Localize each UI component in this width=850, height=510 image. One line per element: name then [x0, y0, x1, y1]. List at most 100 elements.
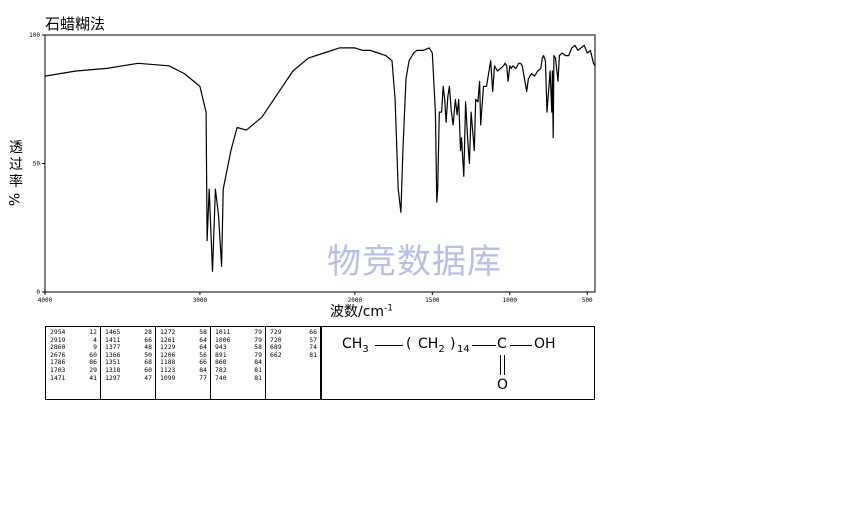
- peak-row: 1377 48: [105, 344, 152, 352]
- x-tick-label: 3000: [193, 297, 208, 304]
- peak-table-column: 1011 79 1006 79 943 58 891 79 860 84 782 81 740 81: [211, 327, 266, 399]
- peak-row: 1261 64: [160, 335, 207, 345]
- peak-transmittance: 60: [144, 365, 152, 374]
- y-tick-label: 50: [33, 161, 41, 168]
- peak-wavenumber: 1351: [105, 358, 121, 367]
- peak-wavenumber: 1786: [50, 358, 66, 367]
- peak-table-column: 1272 58 1261 64 1229 64 1206 56 1188 66 1123 84 1099…: [156, 327, 211, 399]
- peak-transmittance: 79: [254, 335, 262, 344]
- peak-transmittance: 81: [254, 365, 262, 374]
- peak-transmittance: 66: [309, 328, 317, 336]
- peak-row: 1351 68: [105, 359, 152, 367]
- x-tick-label: 500: [582, 297, 593, 304]
- peak-row: 1411 66: [105, 335, 152, 345]
- structure-formula: CH3 ( CH2 ) 14 C OH O: [321, 326, 595, 400]
- peak-wavenumber: 1471: [50, 373, 66, 382]
- peak-transmittance: 29: [89, 365, 97, 374]
- peak-row: 1786 86: [50, 359, 97, 367]
- peak-row: 689 74: [270, 344, 317, 352]
- watermark: 物竞数据库: [327, 242, 502, 282]
- peak-wavenumber: 2676: [50, 350, 66, 359]
- peak-row: 1011 79: [215, 328, 262, 337]
- peak-table-column: 2954 12 2919 4 2860 9 2676 60 1786 86 1703 29 1471 41: [46, 327, 101, 399]
- peak-wavenumber: 2919: [50, 335, 66, 344]
- peak-wavenumber: 1206: [160, 350, 176, 359]
- peak-row: 1099 77: [160, 373, 207, 383]
- peak-row: 891 79: [215, 350, 262, 360]
- peak-transmittance: 48: [144, 343, 152, 352]
- plot-frame: [44, 34, 596, 293]
- peak-wavenumber: 729: [270, 328, 282, 336]
- peak-transmittance: 77: [199, 373, 207, 382]
- peak-wavenumber: 1411: [105, 335, 121, 344]
- peak-transmittance: 66: [144, 335, 152, 344]
- peak-row: 720 57: [270, 335, 317, 345]
- peak-transmittance: 84: [199, 365, 207, 374]
- peak-row: 2860 9: [50, 344, 97, 352]
- y-axis-label-char: 率: [9, 174, 23, 190]
- peak-wavenumber: 740: [215, 373, 227, 382]
- peak-wavenumber: 1006: [215, 335, 231, 344]
- peak-transmittance: 58: [254, 343, 262, 352]
- peak-wavenumber: 1318: [105, 365, 121, 374]
- peak-row: 782 81: [215, 365, 262, 375]
- peak-transmittance: 64: [199, 335, 207, 344]
- y-axis-label-char: 过: [9, 157, 23, 173]
- peak-transmittance: 41: [89, 373, 97, 382]
- peak-wavenumber: 891: [215, 350, 227, 359]
- peak-row: 1188 66: [160, 359, 207, 367]
- peak-wavenumber: 1261: [160, 335, 176, 344]
- peak-transmittance: 56: [199, 350, 207, 359]
- spectrum-line: [44, 44, 596, 272]
- peak-table: 2954 12 2919 4 2860 9 2676 60 1786 86 1703 29 1471 41…: [45, 326, 321, 400]
- peak-transmittance: 68: [144, 358, 152, 367]
- peak-wavenumber: 720: [270, 335, 282, 344]
- peak-row: 1703 29: [50, 365, 97, 375]
- peak-transmittance: 74: [309, 343, 317, 352]
- y-axis-ticks: 100 50 0: [29, 32, 45, 296]
- peak-row: 662 81: [270, 350, 317, 360]
- peak-row: 1366 50: [105, 350, 152, 360]
- peak-wavenumber: 1272: [160, 328, 176, 336]
- peak-wavenumber: 1099: [160, 373, 176, 382]
- peak-transmittance: 4: [93, 335, 97, 344]
- peak-transmittance: 84: [254, 358, 262, 367]
- x-axis-label: 波数/cm-1: [330, 303, 394, 320]
- peak-transmittance: 66: [199, 358, 207, 367]
- peak-transmittance: 58: [199, 328, 207, 336]
- peak-transmittance: 28: [144, 328, 152, 336]
- peak-wavenumber: 1465: [105, 328, 121, 336]
- spectrum-title: 石蜡糊法: [45, 15, 106, 33]
- peak-transmittance: 86: [89, 358, 97, 367]
- peak-row: 1318 60: [105, 365, 152, 375]
- y-axis-label-char: 透: [9, 140, 23, 156]
- peak-wavenumber: 943: [215, 343, 227, 352]
- peak-wavenumber: 2860: [50, 343, 66, 352]
- peak-row: 860 84: [215, 359, 262, 367]
- peak-row: 1471 41: [50, 373, 97, 383]
- x-tick-label: 4000: [38, 297, 53, 304]
- peak-row: 2676 60: [50, 350, 97, 360]
- y-axis-label-char: %: [7, 192, 24, 207]
- peak-row: 729 66: [270, 328, 317, 337]
- peak-row: 1465 28: [105, 328, 152, 337]
- peak-wavenumber: 1229: [160, 343, 176, 352]
- peak-row: 943 58: [215, 344, 262, 352]
- peak-wavenumber: 2954: [50, 328, 66, 336]
- peak-transmittance: 81: [309, 350, 317, 359]
- peak-row: 1272 58: [160, 328, 207, 337]
- peak-wavenumber: 1123: [160, 365, 176, 374]
- y-axis-label: 透 过 率 %: [8, 140, 24, 208]
- peak-wavenumber: 662: [270, 350, 282, 359]
- peak-transmittance: 57: [309, 335, 317, 344]
- peak-transmittance: 81: [254, 373, 262, 382]
- peak-row: 1206 56: [160, 350, 207, 360]
- peak-wavenumber: 689: [270, 343, 282, 352]
- peak-transmittance: 50: [144, 350, 152, 359]
- peak-wavenumber: 860: [215, 358, 227, 367]
- peak-transmittance: 64: [199, 343, 207, 352]
- peak-wavenumber: 1366: [105, 350, 121, 359]
- peak-row: 1297 47: [105, 374, 152, 383]
- y-tick-label: 0: [36, 289, 40, 296]
